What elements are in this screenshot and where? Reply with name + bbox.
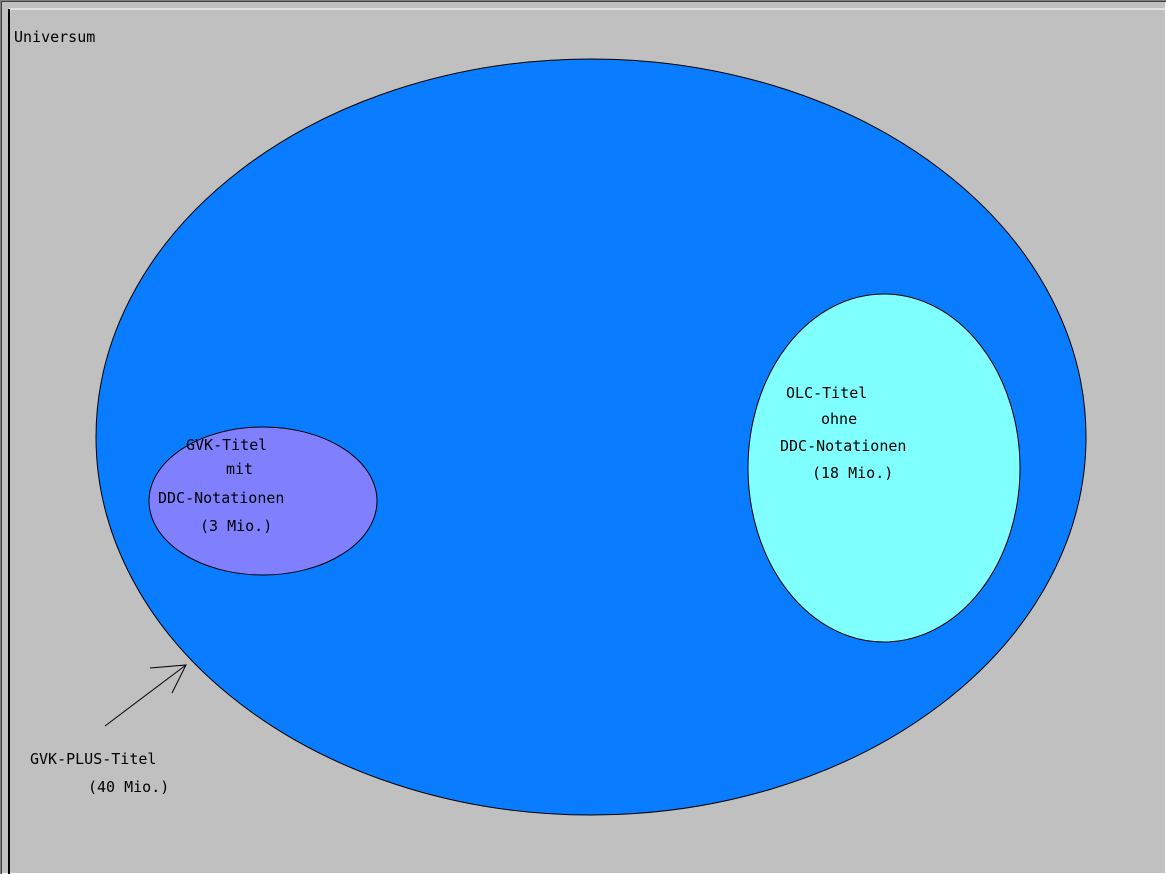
gvk-plus-arrowhead [149, 664, 187, 694]
gvk-ddc-label-line-2: mit [226, 460, 253, 478]
olc-label-line-1: OLC-Titel [786, 384, 867, 402]
olc-label-line-4: (18 Mio.) [812, 464, 893, 482]
gvk-ddc-label-line-4: (3 Mio.) [200, 517, 272, 535]
olc-label-line-3: DDC-Notationen [780, 437, 906, 455]
gvk-ddc-label-line-3: DDC-Notationen [158, 489, 284, 507]
olc-no-ddc-ellipse [747, 293, 1021, 643]
gvk-plus-label-line-2: (40 Mio.) [88, 778, 169, 796]
gvk-plus-label-line-1: GVK-PLUS-Titel [30, 750, 156, 768]
gvk-ddc-label-line-1: GVK-Titel [186, 436, 267, 454]
gvk-plus-arrow-shaft [104, 664, 187, 727]
universe-label: Universum [14, 28, 95, 46]
olc-label-line-2: ohne [821, 410, 857, 428]
gvk-ddc-ellipse [148, 426, 378, 576]
